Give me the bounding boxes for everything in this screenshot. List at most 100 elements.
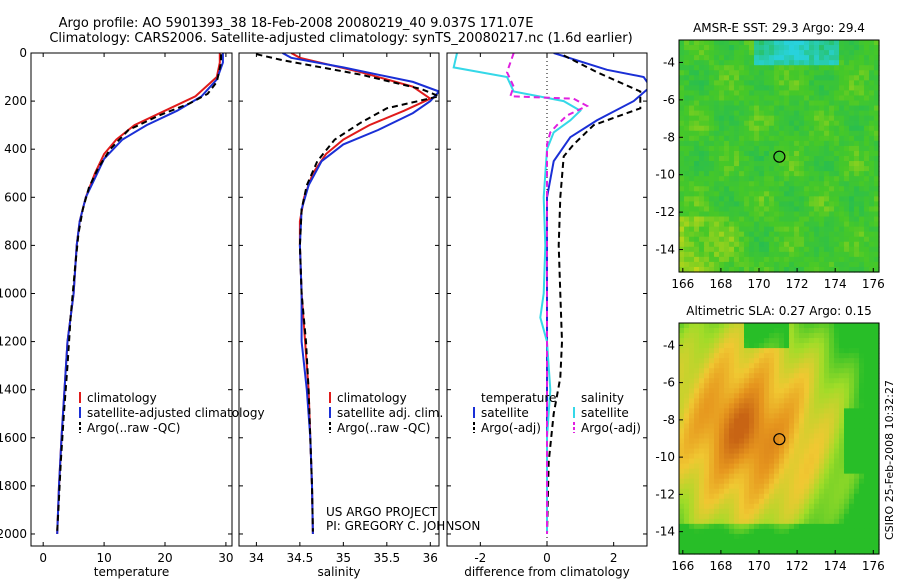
heat-cell: [789, 343, 795, 349]
heat-cell: [769, 226, 775, 233]
heat-cell: [729, 373, 735, 379]
heat-cell: [744, 115, 750, 122]
heat-cell: [804, 388, 810, 394]
heat-cell: [684, 513, 690, 520]
heat-cell: [749, 338, 755, 344]
heat-cell: [829, 236, 835, 243]
heat-cell: [794, 368, 800, 374]
heat-cell: [779, 503, 785, 510]
heat-cell: [839, 216, 845, 223]
heat-cell: [834, 548, 840, 555]
heat-cell: [699, 216, 705, 223]
heat-cell: [719, 498, 725, 505]
heat-cell: [734, 418, 740, 425]
heat-cell: [859, 468, 865, 475]
heat-cell: [789, 70, 795, 76]
heat-cell: [749, 493, 755, 500]
heat-cell: [729, 468, 735, 475]
heat-cell: [819, 85, 825, 92]
heat-cell: [869, 323, 875, 329]
heat-cell: [694, 105, 700, 112]
heat-cell: [764, 70, 770, 76]
heat-cell: [699, 65, 705, 71]
heat-cell: [709, 216, 715, 223]
heat-cell: [784, 105, 790, 112]
heat-cell: [804, 246, 810, 253]
heat-cell: [839, 45, 845, 51]
heat-cell: [839, 498, 845, 505]
heat-cell: [804, 60, 810, 66]
heat-cell: [709, 171, 715, 177]
y-tick-label: 2000: [0, 527, 27, 541]
heat-cell: [729, 130, 735, 137]
heat-cell: [769, 533, 775, 540]
heat-cell: [679, 105, 685, 112]
heat-cell: [729, 533, 735, 540]
heat-cell: [699, 503, 705, 510]
heat-cell: [769, 413, 775, 420]
heat-cell: [714, 548, 720, 555]
heat-cell: [799, 145, 805, 152]
heat-cell: [709, 443, 715, 450]
heat-cell: [779, 50, 785, 56]
heat-cell: [684, 75, 690, 81]
heat-cell: [694, 373, 700, 379]
heat-cell: [814, 95, 820, 102]
heat-cell: [684, 241, 690, 248]
heat-cell: [724, 105, 730, 112]
heat-cell: [714, 120, 720, 127]
heat-cell: [869, 201, 875, 208]
heat-cell: [839, 75, 845, 81]
heat-cell: [709, 105, 715, 112]
heat-cell: [744, 145, 750, 152]
heat-cell: [854, 50, 860, 56]
heat-cell: [699, 333, 705, 339]
heat-cell: [824, 493, 830, 500]
heat-cell: [784, 191, 790, 197]
heat-cell: [699, 488, 705, 495]
heat-cell: [704, 266, 710, 273]
heat-cell: [804, 328, 810, 334]
heat-cell: [799, 45, 805, 51]
heat-cell: [794, 323, 800, 329]
heat-cell: [824, 135, 830, 142]
heat-cell: [864, 120, 870, 127]
heat-cell: [824, 363, 830, 369]
heat-cell: [824, 423, 830, 430]
heat-cell: [859, 100, 865, 107]
heat-cell: [829, 191, 835, 197]
heat-cell: [739, 120, 745, 127]
heat-cell: [869, 478, 875, 485]
heat-cell: [719, 548, 725, 555]
heat-cell: [719, 241, 725, 248]
heat-cell: [809, 105, 815, 112]
heat-cell: [769, 333, 775, 339]
heat-cell: [794, 171, 800, 177]
heat-cell: [804, 353, 810, 359]
heat-cell: [784, 373, 790, 379]
heat-cell: [849, 518, 855, 525]
heat-cell: [724, 548, 730, 555]
heat-cell: [759, 498, 765, 505]
legend-header-temperature: temperature: [481, 391, 556, 405]
heat-cell: [854, 150, 860, 157]
heat-cell: [834, 125, 840, 132]
heat-cell: [874, 85, 880, 92]
heat-cell: [704, 523, 710, 530]
heat-cell: [864, 393, 870, 399]
heat-cell: [739, 503, 745, 510]
heat-cell: [814, 120, 820, 127]
heat-cell: [869, 231, 875, 238]
heat-cell: [779, 333, 785, 339]
heat-cell: [754, 508, 760, 515]
heat-cell: [839, 241, 845, 248]
heat-cell: [844, 413, 850, 420]
heat-cell: [779, 130, 785, 137]
heat-cell: [784, 186, 790, 192]
heat-cell: [689, 251, 695, 258]
heat-cell: [829, 241, 835, 248]
x-tick-label: 170: [748, 559, 771, 573]
heat-cell: [769, 328, 775, 334]
heat-cell: [834, 171, 840, 177]
heat-cell: [709, 156, 715, 162]
